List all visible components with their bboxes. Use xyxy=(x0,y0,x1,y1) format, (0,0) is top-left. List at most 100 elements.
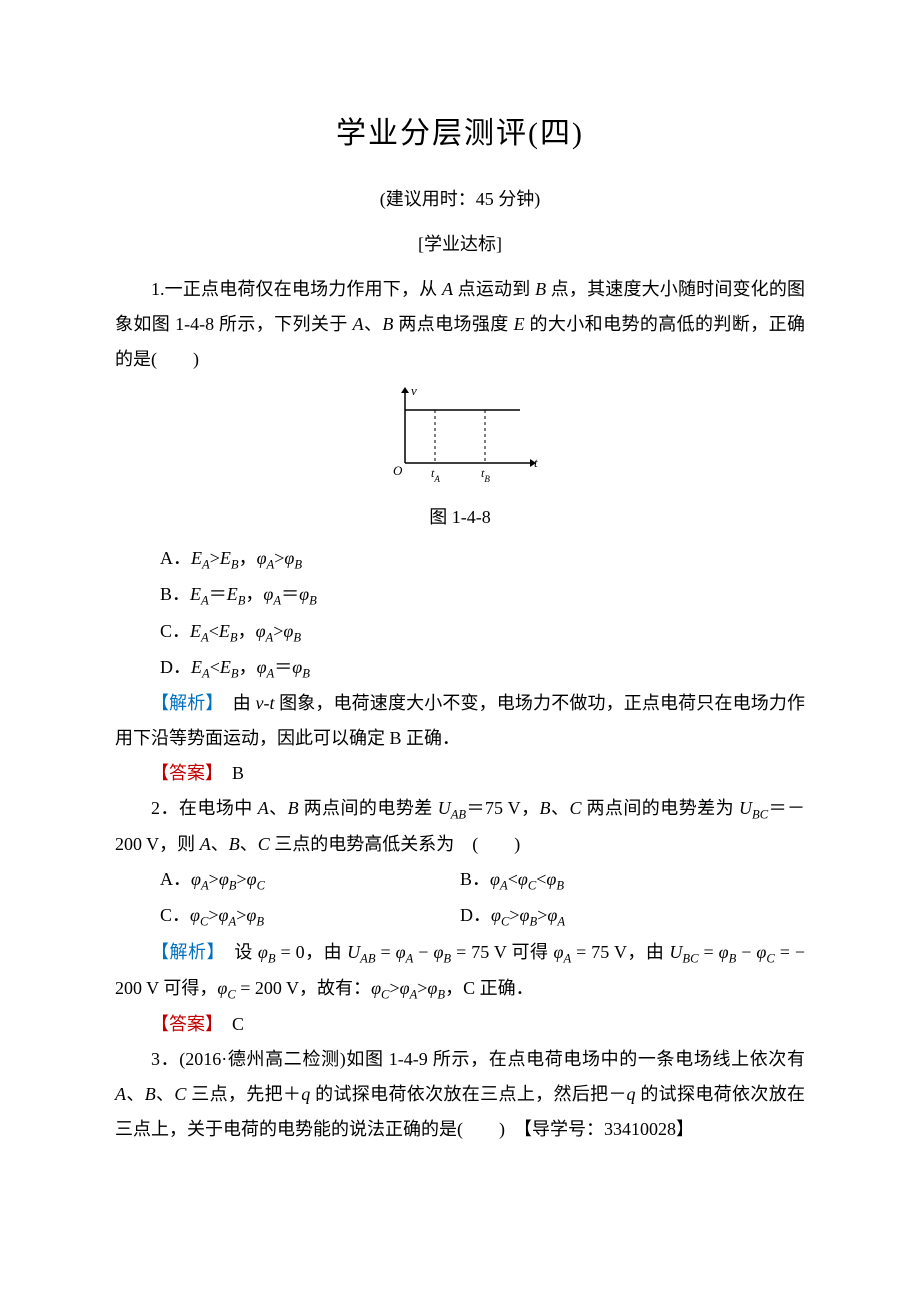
t: 、 xyxy=(126,1084,145,1104)
sA: A xyxy=(201,630,209,644)
svg-text:tB: tB xyxy=(481,466,490,484)
q2-opt-A: A．φA>φB>φC xyxy=(115,862,460,898)
phi: φ xyxy=(490,869,500,889)
q2-stem: 2．在电场中 A、B 两点间的电势差 UAB＝75 V，B、C 两点间的电势差为… xyxy=(115,791,805,862)
sAB: AB xyxy=(451,808,466,822)
page-subtitle: (建议用时：45 分钟) xyxy=(115,182,805,217)
t: 3．(2016·德州高二检测)如图 1-4-9 所示，在点电荷电场中的一条电场线… xyxy=(151,1049,805,1069)
t: ＝75 V， xyxy=(466,798,539,818)
phi: φ xyxy=(258,942,268,962)
phi: φ xyxy=(427,978,437,998)
sB: B xyxy=(309,594,317,608)
t: 两点电场强度 xyxy=(393,314,513,334)
q1-stem: 1.一正点电荷仅在电场力作用下，从 A 点运动到 B 点，其速度大小随时间变化的… xyxy=(115,272,805,377)
sB: B xyxy=(229,879,237,893)
section-header: [学业达标] xyxy=(115,227,805,262)
E: E xyxy=(219,621,230,641)
sAB: AB xyxy=(360,951,375,965)
E: E xyxy=(220,657,231,677)
sB: B xyxy=(437,987,445,1001)
vt-graph: vtOtAtB xyxy=(380,385,540,485)
U: U xyxy=(739,798,752,818)
B: B xyxy=(145,1084,156,1104)
pre: B． xyxy=(460,869,490,889)
phi: φ xyxy=(719,942,729,962)
sA: A xyxy=(500,879,508,893)
phi: φ xyxy=(246,905,256,925)
phi: φ xyxy=(518,869,528,889)
C: C xyxy=(258,834,270,854)
gt: > xyxy=(417,978,427,998)
t: 、 xyxy=(269,798,288,818)
sep: ， xyxy=(239,657,257,677)
q1-opt-C: C．EA<EB，φA>φB xyxy=(115,614,805,650)
B: B xyxy=(540,798,551,818)
t: 两点间的电势差 xyxy=(299,798,438,818)
phi: φ xyxy=(299,584,309,604)
pre: A． xyxy=(160,869,191,889)
E: E xyxy=(191,657,202,677)
q2-opt-D: D．φC>φB>φA xyxy=(460,898,805,934)
lt: < xyxy=(209,621,219,641)
phi: φ xyxy=(247,869,257,889)
t: = xyxy=(376,942,396,962)
svg-text:t: t xyxy=(534,455,538,470)
answer-label: 【答案】 xyxy=(151,1014,214,1034)
vt: v-t xyxy=(255,693,274,713)
analysis-label: 【解析】 xyxy=(151,693,215,713)
phi: φ xyxy=(256,621,266,641)
phi: φ xyxy=(554,942,564,962)
eq: ＝ xyxy=(274,657,292,677)
lt: < xyxy=(508,869,518,889)
sB: B xyxy=(556,879,564,893)
sym-A: A xyxy=(442,279,453,299)
gt: > xyxy=(274,548,284,568)
q1-figure-caption: 图 1-4-8 xyxy=(115,500,805,535)
t: 两点间的电势差为 xyxy=(581,798,739,818)
analysis-label: 【解析】 xyxy=(151,942,216,962)
t: = 75 V，由 xyxy=(571,942,669,962)
t: ，C 正确． xyxy=(445,978,534,998)
t: = xyxy=(698,942,718,962)
phi: φ xyxy=(257,548,267,568)
answer-text: B xyxy=(214,763,244,783)
pre: B． xyxy=(160,584,190,604)
gt: > xyxy=(209,869,219,889)
phi: φ xyxy=(284,548,294,568)
t: 三点的电势高低关系为 ( ) xyxy=(270,834,521,854)
gt: > xyxy=(509,905,519,925)
svg-text:v: v xyxy=(411,385,417,398)
U: U xyxy=(669,942,682,962)
sBC: BC xyxy=(682,951,698,965)
t: 、 xyxy=(156,1084,175,1104)
gt: > xyxy=(537,905,547,925)
E: E xyxy=(220,548,231,568)
q1-opt-B: B．EA＝EB，φA＝φB xyxy=(115,577,805,613)
A: A xyxy=(115,1084,126,1104)
sA: A xyxy=(201,879,209,893)
phi: φ xyxy=(190,905,200,925)
pre: C． xyxy=(160,621,190,641)
A: A xyxy=(200,834,211,854)
sB: B xyxy=(256,915,264,929)
U: U xyxy=(347,942,360,962)
lt: < xyxy=(536,869,546,889)
q: q xyxy=(301,1084,310,1104)
phi: φ xyxy=(219,869,229,889)
phi: φ xyxy=(433,942,443,962)
E: E xyxy=(191,548,202,568)
sB: B xyxy=(293,630,301,644)
phi: φ xyxy=(191,869,201,889)
B: B xyxy=(229,834,240,854)
t: 三点，先把＋ xyxy=(186,1084,301,1104)
sB: B xyxy=(231,666,239,680)
sA: A xyxy=(202,666,210,680)
q3-stem: 3．(2016·德州高二检测)如图 1-4-9 所示，在点电荷电场中的一条电场线… xyxy=(115,1042,805,1147)
t: 设 xyxy=(216,942,258,962)
sB: B xyxy=(302,666,310,680)
gt: > xyxy=(236,905,246,925)
page-title: 学业分层测评(四) xyxy=(115,105,805,164)
q1-analysis: 【解析】 由 v-t 图象，电荷速度大小不变，电场力不做功，正点电荷只在电场力作… xyxy=(115,686,805,756)
t: 2．在电场中 xyxy=(151,798,258,818)
E: E xyxy=(190,621,201,641)
